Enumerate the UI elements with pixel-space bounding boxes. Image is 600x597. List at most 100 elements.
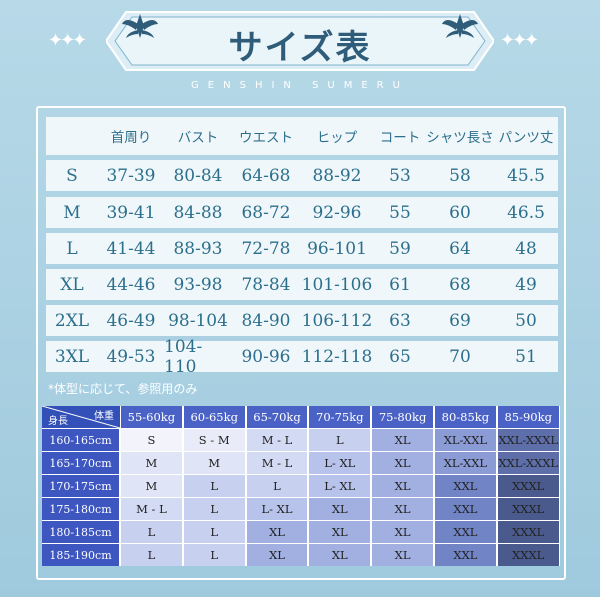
recommended-size-cell: L [183, 521, 245, 543]
garment-cell: 45.5 [507, 165, 545, 186]
garment-size-label: XL [60, 274, 84, 295]
recommended-size-cell: S [121, 429, 182, 451]
height-row-header: 170-175cm [42, 475, 119, 497]
recommended-size-cell: XL [372, 498, 433, 520]
recommended-size-cell: XL [309, 544, 371, 566]
weight-column-header: 80-85kg [435, 406, 496, 428]
garment-column-header: バスト [177, 130, 219, 146]
reference-note: *体型に応じて、参照用のみ [48, 382, 198, 396]
garment-cell: 41-44 [106, 238, 156, 259]
garment-table-row: M 39-41 84-88 68-72 92-96 55 60 46.5 [46, 197, 558, 228]
content-frame [36, 106, 566, 580]
recommended-size-cell: L- XL [309, 452, 371, 474]
recommended-size-cell: M - L [246, 429, 308, 451]
garment-cell: 37-39 [106, 165, 156, 186]
garment-cell: 58 [449, 165, 471, 186]
garment-cell: 78-84 [241, 274, 291, 295]
garment-cell: 98-104 [168, 310, 228, 331]
garment-column-header: コート [379, 130, 421, 146]
recommended-size-cell: XXL-XXXL [497, 429, 559, 451]
garment-cell: 93-98 [173, 274, 223, 295]
garment-cell: 39-41 [106, 202, 156, 223]
garment-cell: 96-101 [307, 238, 367, 259]
recommended-size-cell: XL [246, 521, 308, 543]
garment-cell: 70 [449, 346, 471, 367]
height-row-header: 165-170cm [42, 452, 119, 474]
weight-column-header: 85-90kg [497, 406, 559, 428]
garment-cell: 72-78 [241, 238, 291, 259]
recommended-size-cell: M [183, 452, 245, 474]
corner-height-label: 身長 [48, 416, 68, 427]
recommended-size-cell: L- XL [246, 498, 308, 520]
recommended-size-cell: XL [309, 498, 371, 520]
garment-size-label: 3XL [54, 346, 90, 367]
title-banner: サイズ表 [106, 10, 494, 72]
garment-column-header: ウエスト [239, 130, 293, 146]
recommended-size-cell: XXL [435, 498, 496, 520]
garment-cell: 68-72 [241, 202, 291, 223]
sparkle-left-icon: ✦✦✦ [48, 30, 87, 51]
garment-cell: 64 [449, 238, 471, 259]
page-subtitle: GENSHIN SUMERU [191, 80, 409, 91]
recommended-size-cell: M [121, 475, 182, 497]
wing-emblem-left-icon [122, 14, 158, 38]
weight-column-header: 65-70kg [246, 406, 308, 428]
garment-cell: 64-68 [241, 165, 291, 186]
recommended-size-cell: L- XL [309, 475, 371, 497]
garment-cell: 44-46 [106, 274, 156, 295]
garment-cell: 46.5 [507, 202, 545, 223]
garment-cell: 49-53 [106, 346, 156, 367]
garment-cell: 88-92 [312, 165, 362, 186]
garment-table-row: L 41-44 88-93 72-78 96-101 59 64 48 [46, 233, 558, 264]
recommended-size-cell: XL [372, 521, 433, 543]
recommended-size-cell: S - M [183, 429, 245, 451]
garment-cell: 59 [389, 238, 411, 259]
weight-column-header: 75-80kg [372, 406, 433, 428]
garment-cell: 106-112 [301, 310, 373, 331]
garment-cell: 46-49 [106, 310, 156, 331]
recommended-size-cell: L [121, 544, 182, 566]
garment-table-row: 3XL 49-53 104-110 90-96 112-118 65 70 51 [46, 336, 558, 377]
corner-diagonal [42, 406, 120, 428]
garment-cell: 101-106 [301, 274, 373, 295]
table-corner: 体重 身長 [42, 406, 120, 428]
height-row-header: 175-180cm [42, 498, 119, 520]
recommended-size-cell: XXL-XXXL [497, 452, 559, 474]
garment-cell: 104-110 [164, 336, 203, 377]
recommended-size-cell: XL [309, 521, 371, 543]
garment-cell: 48 [515, 238, 537, 259]
recommended-size-cell: XL-XXL [435, 452, 496, 474]
garment-table-row: XL 44-46 93-98 78-84 101-106 61 68 49 [46, 269, 558, 300]
height-row-header: 160-165cm [42, 429, 119, 451]
recommended-size-cell: XXL [435, 475, 496, 497]
recommended-size-cell: XXXL [497, 498, 559, 520]
garment-cell: 63 [389, 310, 411, 331]
recommended-size-cell: XL [372, 429, 433, 451]
recommended-size-cell: XL [372, 452, 433, 474]
weight-column-header: 60-65kg [183, 406, 245, 428]
garment-column-header: シャツ長さ [426, 130, 494, 146]
recommended-size-cell: L [309, 429, 371, 451]
height-row-header: 180-185cm [42, 521, 119, 543]
garment-cell: 53 [389, 165, 411, 186]
garment-cell: 112-118 [301, 346, 373, 367]
recommended-size-cell: M [121, 452, 182, 474]
garment-table-row: S 37-39 80-84 64-68 88-92 53 58 45.5 [46, 160, 558, 191]
garment-cell: 90-96 [241, 346, 291, 367]
banner-shape [106, 11, 494, 71]
height-row-header: 185-190cm [42, 544, 119, 566]
garment-cell: 49 [515, 274, 537, 295]
garment-cell: 84-90 [241, 310, 291, 331]
recommended-size-cell: XL-XXL [435, 429, 496, 451]
garment-cell: 60 [449, 202, 471, 223]
garment-column-header [46, 117, 98, 155]
garment-size-label: L [66, 238, 78, 259]
garment-cell: 80-84 [173, 165, 223, 186]
garment-cell: 84-88 [173, 202, 223, 223]
page-title: サイズ表 [228, 28, 372, 68]
weight-column-header: 70-75kg [309, 406, 371, 428]
garment-size-label: M [63, 202, 81, 223]
recommended-size-cell: M - L [121, 498, 182, 520]
body-size-table: 体重 身長 55-60kg 60-65kg 65-70kg 70-75kg 75-80k… [42, 406, 560, 566]
